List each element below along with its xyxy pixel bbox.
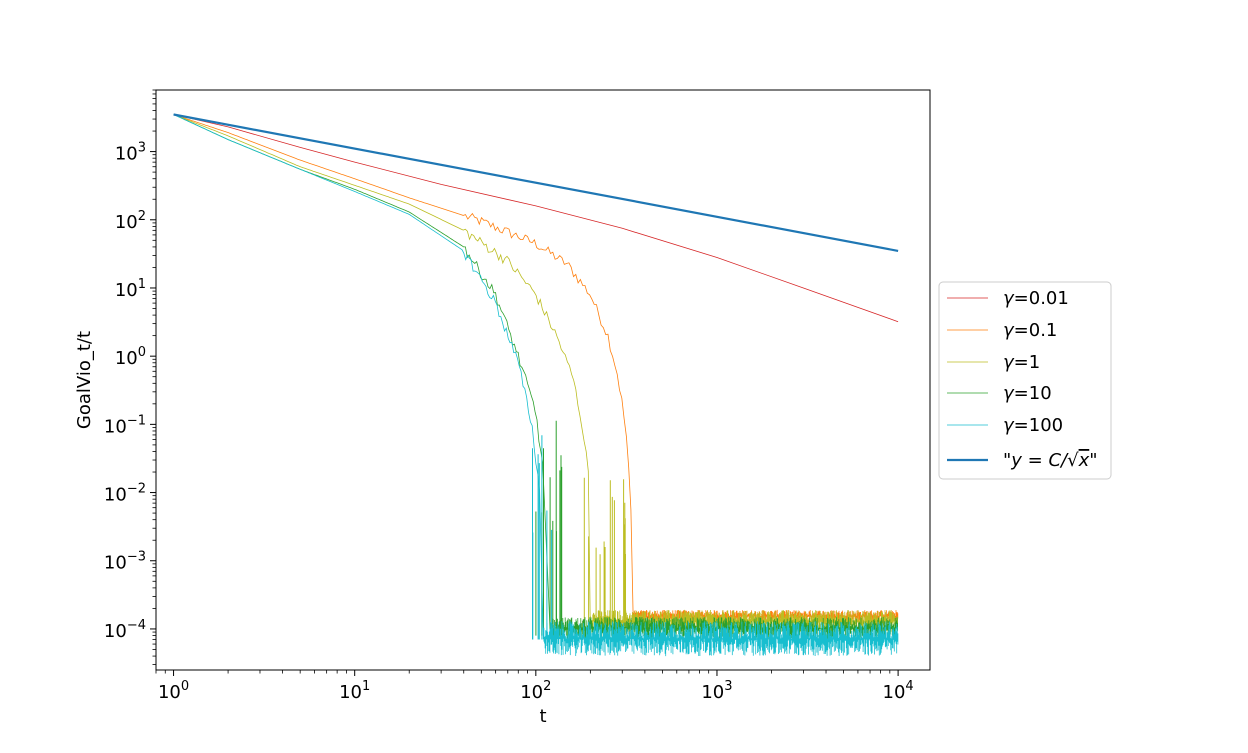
y-tick-label: 10−3 [104, 550, 146, 574]
legend-label: γ=100 [1003, 415, 1063, 436]
x-axis-label: t [539, 706, 546, 727]
legend-box [938, 281, 1112, 480]
axes-frame [155, 89, 931, 671]
y-tick-label: 102 [115, 209, 146, 233]
series-4-line [173, 114, 544, 636]
series-4-noise-band [542, 621, 899, 657]
series-4-spikes [532, 435, 553, 640]
legend-label: γ=10 [1003, 383, 1052, 404]
series-2-line [173, 114, 591, 636]
legend-label: "y = C/√x" [1003, 450, 1098, 471]
series-0-line [173, 114, 899, 323]
legend-label: γ=0.01 [1003, 288, 1069, 309]
series-2-spikes [583, 477, 626, 627]
axis-ticks: 100 101 102 103 10410310210110010−110−210−31… [104, 89, 914, 703]
legend: γ=0.01 γ=0.1 γ=1 γ=10 γ=100 "y = C/√x" [938, 281, 1112, 480]
legend-label: γ=0.1 [1003, 320, 1057, 341]
legend-label: γ=1 [1003, 352, 1040, 373]
y-axis-label: GoalVio_t/t [74, 331, 95, 429]
series-1-line [173, 114, 634, 620]
plot-area [173, 113, 899, 657]
series-5-line [173, 113, 899, 252]
